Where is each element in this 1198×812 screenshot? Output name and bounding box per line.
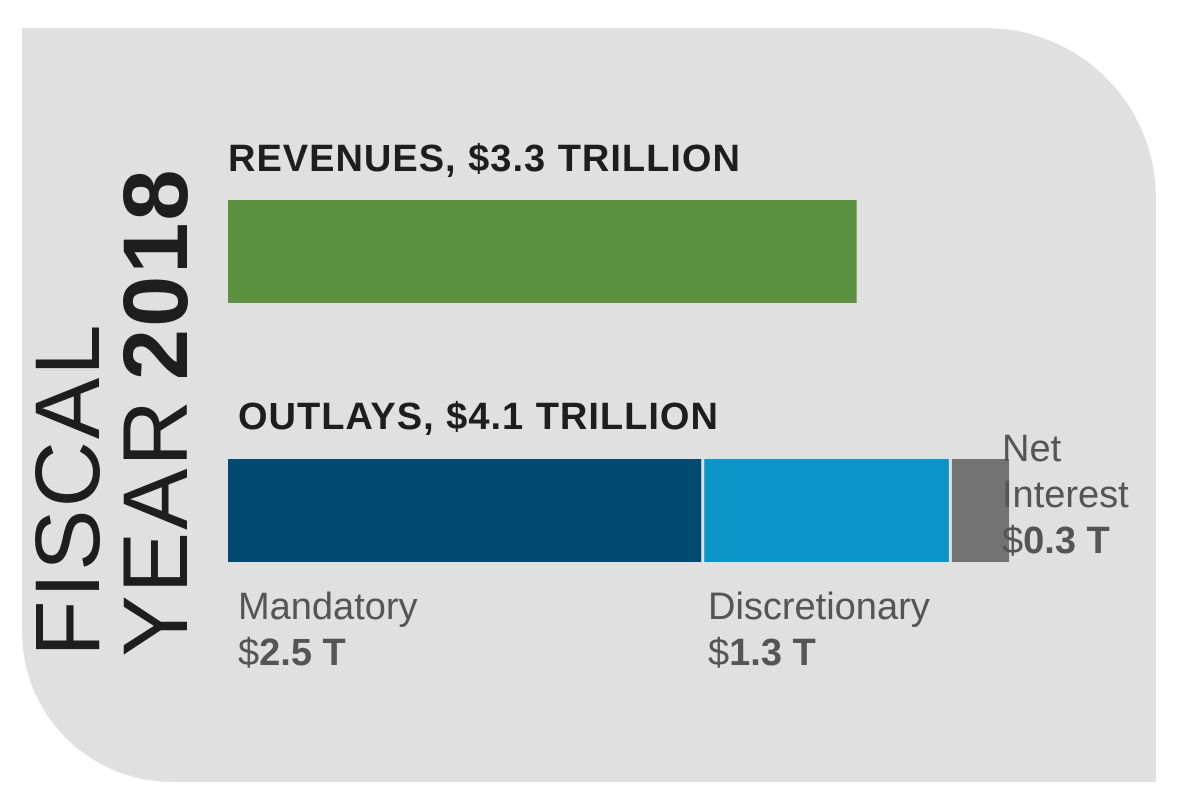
discretionary-amount: 1.3 T [729,632,816,674]
discretionary-dollar: $ [708,632,730,674]
mandatory-dollar: $ [238,632,260,674]
bar-discretionary [704,459,949,562]
net-interest-name-2: Interest [1002,474,1129,516]
net-interest-value: $0.3 T [1002,518,1129,564]
mandatory-label: Mandatory $2.5 T [238,584,418,676]
outlays-heading: OUTLAYS, $4.1 TRILLION [238,396,719,438]
mandatory-value: $2.5 T [238,630,418,676]
mandatory-name: Mandatory [238,586,418,628]
discretionary-value: $1.3 T [708,630,930,676]
mandatory-amount: 2.5 T [259,632,346,674]
net-interest-label: Net Interest $0.3 T [1002,426,1129,564]
bar-revenues [228,200,857,303]
net-interest-name-1: Net [1002,428,1062,470]
revenues-heading: REVENUES, $3.3 TRILLION [228,138,741,180]
bar-net-interest [951,459,1010,562]
net-interest-amount: 0.3 T [1023,520,1110,562]
bar-mandatory [228,459,702,562]
discretionary-name: Discretionary [708,586,930,628]
chart-panel [22,28,1156,782]
discretionary-label: Discretionary $1.3 T [708,584,930,676]
net-interest-dollar: $ [1002,520,1024,562]
